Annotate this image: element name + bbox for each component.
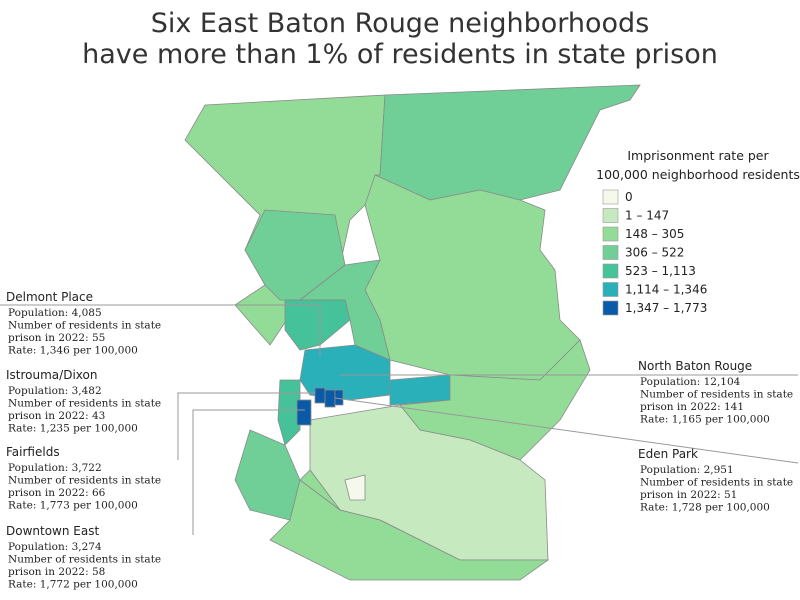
callout-name: North Baton Rouge (638, 359, 752, 373)
legend-swatch (602, 226, 619, 242)
callout-line: Population: 2,951 (640, 464, 734, 476)
legend-label: 306 – 522 (625, 246, 684, 260)
callout-line: Number of residents in state (640, 477, 793, 489)
callout-line: Rate: 1,346 per 100,000 (8, 345, 138, 357)
callout-line: Number of residents in state (640, 389, 793, 401)
leader-line (177, 392, 315, 460)
region (324, 389, 336, 408)
legend-swatch (602, 208, 619, 223)
callout-line: Rate: 1,165 per 100,000 (640, 414, 770, 426)
legend-swatch (602, 282, 619, 297)
legend: Imprisonment rate per 100,000 neighborho… (596, 148, 800, 316)
callout-name: Fairfields (6, 445, 60, 459)
callout-line: prison in 2022: 66 (8, 487, 106, 499)
callout-name: Eden Park (638, 447, 698, 461)
legend-swatch (602, 263, 619, 279)
region (277, 379, 301, 446)
callout-line: Number of residents in state (8, 475, 161, 487)
callout-line: prison in 2022: 58 (8, 566, 105, 578)
callout-line: Population: 3,274 (8, 541, 102, 553)
legend-label: 148 – 305 (625, 227, 684, 241)
legend-label: 1,347 – 1,773 (625, 301, 707, 315)
region (334, 389, 344, 406)
region (314, 387, 326, 404)
callout-line: prison in 2022: 43 (8, 410, 105, 422)
region (296, 399, 312, 426)
title-line: Six East Baton Rouge neighborhoods (151, 8, 650, 39)
callout-line: Population: 12,104 (640, 376, 741, 388)
region (374, 84, 641, 201)
callout-line: Rate: 1,728 per 100,000 (640, 502, 770, 514)
region (299, 469, 341, 511)
callout-name: Downtown East (6, 524, 99, 538)
region (234, 429, 301, 521)
region (299, 344, 391, 401)
callout-line: Number of residents in state (8, 554, 161, 566)
callout-line: Rate: 1,235 per 100,000 (8, 423, 138, 435)
region (284, 299, 351, 351)
legend-label: 1 – 147 (625, 209, 669, 223)
callout-line: Population: 3,482 (8, 385, 102, 397)
leader-line (192, 409, 305, 535)
legend-swatch (602, 300, 619, 316)
legend-swatch (602, 245, 619, 260)
callout-line: Number of residents in state (8, 398, 161, 410)
callout-line: Rate: 1,773 per 100,000 (8, 500, 138, 512)
leader-line (334, 397, 799, 464)
leader-line (0, 304, 321, 355)
callout-line: Rate: 1,772 per 100,000 (8, 579, 138, 591)
callout-line: Number of residents in state (8, 320, 161, 332)
legend-label: 1,114 – 1,346 (625, 283, 707, 297)
callout-line: Population: 3,722 (8, 462, 102, 474)
legend-label: 0 (625, 190, 633, 204)
callout-line: prison in 2022: 55 (8, 332, 105, 344)
callout-line: prison in 2022: 141 (640, 401, 744, 413)
leaders (0, 304, 799, 535)
legend-title: 100,000 neighborhood residents (596, 167, 800, 182)
region (364, 174, 581, 381)
region (269, 479, 550, 581)
title-line: have more than 1% of residents in state … (82, 39, 718, 70)
callout-line: Population: 4,085 (8, 307, 102, 319)
legend-swatch (602, 189, 619, 205)
callout-name: Istrouma/Dixon (6, 368, 97, 382)
legend-label: 523 – 1,113 (625, 264, 696, 278)
region (344, 474, 366, 501)
callout-line: prison in 2022: 51 (640, 489, 737, 501)
map (184, 84, 641, 581)
callout-name: Delmont Place (6, 290, 93, 304)
legend-title: Imprisonment rate per (627, 148, 769, 163)
